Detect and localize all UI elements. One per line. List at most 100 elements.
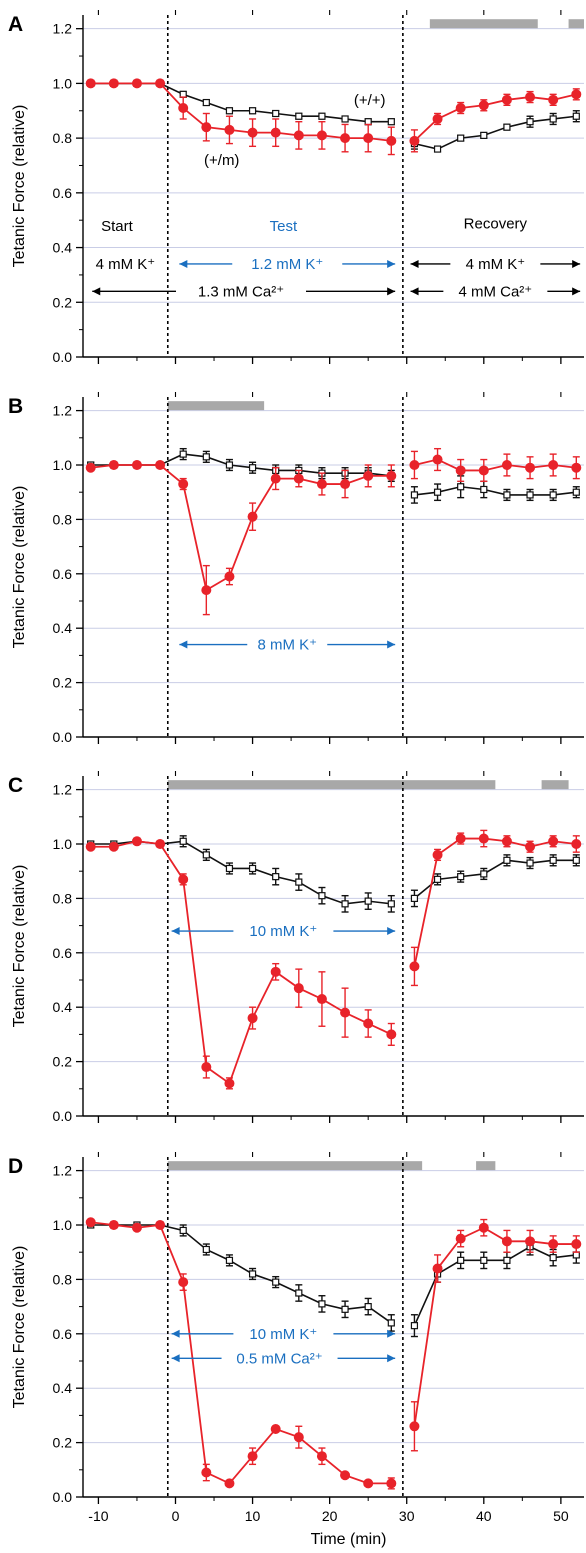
data-point	[364, 1302, 372, 1311]
data-point	[318, 1300, 326, 1308]
data-point	[526, 118, 534, 126]
data-point	[201, 585, 212, 596]
data-point	[270, 966, 281, 977]
y-tick-label: 0.2	[53, 294, 73, 310]
data-point	[525, 92, 536, 103]
data-point	[409, 961, 420, 972]
data-point	[248, 107, 257, 115]
data-point	[363, 1478, 374, 1489]
data-point	[316, 994, 327, 1005]
data-point	[247, 127, 258, 138]
recovery-ca-label: 4 mM Ca²⁺	[458, 283, 532, 300]
data-point	[387, 1319, 395, 1327]
x-tick-label: 0	[172, 1508, 180, 1524]
arrow-head	[171, 927, 180, 936]
arrow-head	[387, 1354, 396, 1363]
phase-label-test: Test	[270, 218, 298, 235]
data-point	[108, 1220, 119, 1231]
data-point	[108, 78, 119, 89]
phase-label-start: Start	[101, 218, 134, 235]
arrow-head	[410, 287, 419, 296]
data-point	[363, 1018, 374, 1029]
y-tick-label: 0.6	[53, 566, 73, 582]
data-point	[386, 1478, 397, 1489]
y-tick-label: 0.4	[53, 1380, 73, 1396]
data-point	[272, 873, 280, 881]
data-point	[85, 78, 96, 89]
data-point	[363, 470, 374, 481]
y-axis-title: Tetanic Force (relative)	[11, 1246, 28, 1409]
data-point	[248, 864, 257, 873]
x-tick-label: 10	[245, 1508, 261, 1524]
y-tick-label: 1.2	[53, 1163, 73, 1179]
y-tick-label: 0.6	[53, 945, 73, 961]
data-point	[480, 870, 488, 878]
arrow-head	[410, 259, 419, 268]
data-point	[131, 459, 142, 470]
data-point	[318, 112, 326, 120]
panel-b: 0.0 0.2 0.4 0.6 0.8 1.0 1.2 Tetanic Force (rela…	[8, 392, 584, 745]
x-tick-label: 50	[553, 1508, 569, 1524]
data-point	[155, 839, 166, 850]
data-point	[270, 1424, 281, 1435]
data-point	[363, 133, 374, 144]
data-point	[85, 841, 96, 852]
label-backing	[233, 1322, 334, 1343]
data-point	[108, 459, 119, 470]
arrow-head	[387, 287, 396, 296]
data-point	[549, 491, 557, 499]
series-line	[90, 82, 392, 142]
y-tick-label: 1.0	[53, 1217, 73, 1233]
data-point	[433, 145, 442, 153]
arrow-head	[171, 1354, 180, 1363]
data-point	[202, 851, 210, 859]
series-label-mut: (+/m)	[204, 152, 239, 169]
panel-letter: C	[8, 774, 23, 797]
panel-letter: B	[8, 395, 23, 418]
data-point	[478, 1222, 489, 1233]
y-tick-label: 0.2	[53, 1054, 73, 1070]
data-point	[178, 479, 189, 490]
data-point	[457, 1256, 465, 1264]
condition-bar	[167, 401, 265, 411]
data-point	[201, 1467, 212, 1478]
data-point	[340, 479, 351, 490]
condition-bar	[476, 1161, 496, 1171]
data-point	[503, 856, 511, 864]
data-point	[410, 491, 419, 499]
data-point	[293, 130, 304, 141]
test-ca-label: 0.5 mM Ca²⁺	[236, 1350, 322, 1367]
data-point	[318, 892, 326, 900]
data-point	[340, 1007, 351, 1018]
label-backing	[221, 1347, 338, 1368]
phase-label-recovery: Recovery	[464, 215, 528, 232]
arrow-head	[179, 640, 188, 649]
x-tick-label: 30	[399, 1508, 415, 1524]
data-point	[270, 127, 281, 138]
data-point	[525, 462, 536, 473]
y-tick-label: 0.4	[53, 240, 73, 256]
label-backing	[450, 252, 541, 273]
data-point	[202, 453, 210, 461]
series-wildtype	[87, 79, 580, 153]
data-point	[247, 1451, 258, 1462]
data-point	[549, 856, 557, 864]
data-point	[293, 1432, 304, 1443]
y-tick-label: 1.0	[53, 836, 73, 852]
data-point	[503, 123, 511, 131]
data-point	[295, 1289, 303, 1297]
x-tick-label: 40	[476, 1508, 492, 1524]
series-mutant	[85, 447, 582, 616]
x-axis-title: Time (min)	[311, 1531, 387, 1548]
data-point	[572, 488, 580, 496]
y-tick-label: 1.2	[53, 782, 73, 798]
start-k-label: 4 mM K⁺	[96, 256, 156, 273]
data-point	[155, 1220, 166, 1231]
data-point	[201, 1062, 212, 1073]
panel-c: 0.0 0.2 0.4 0.6 0.8 1.0 1.2 Tetanic Force (rela…	[8, 771, 584, 1124]
test-k-label: 1.2 mM K⁺	[251, 256, 323, 273]
y-tick-label: 1.2	[53, 21, 73, 37]
data-point	[295, 112, 303, 120]
y-axis-title: Tetanic Force (relative)	[11, 105, 28, 268]
